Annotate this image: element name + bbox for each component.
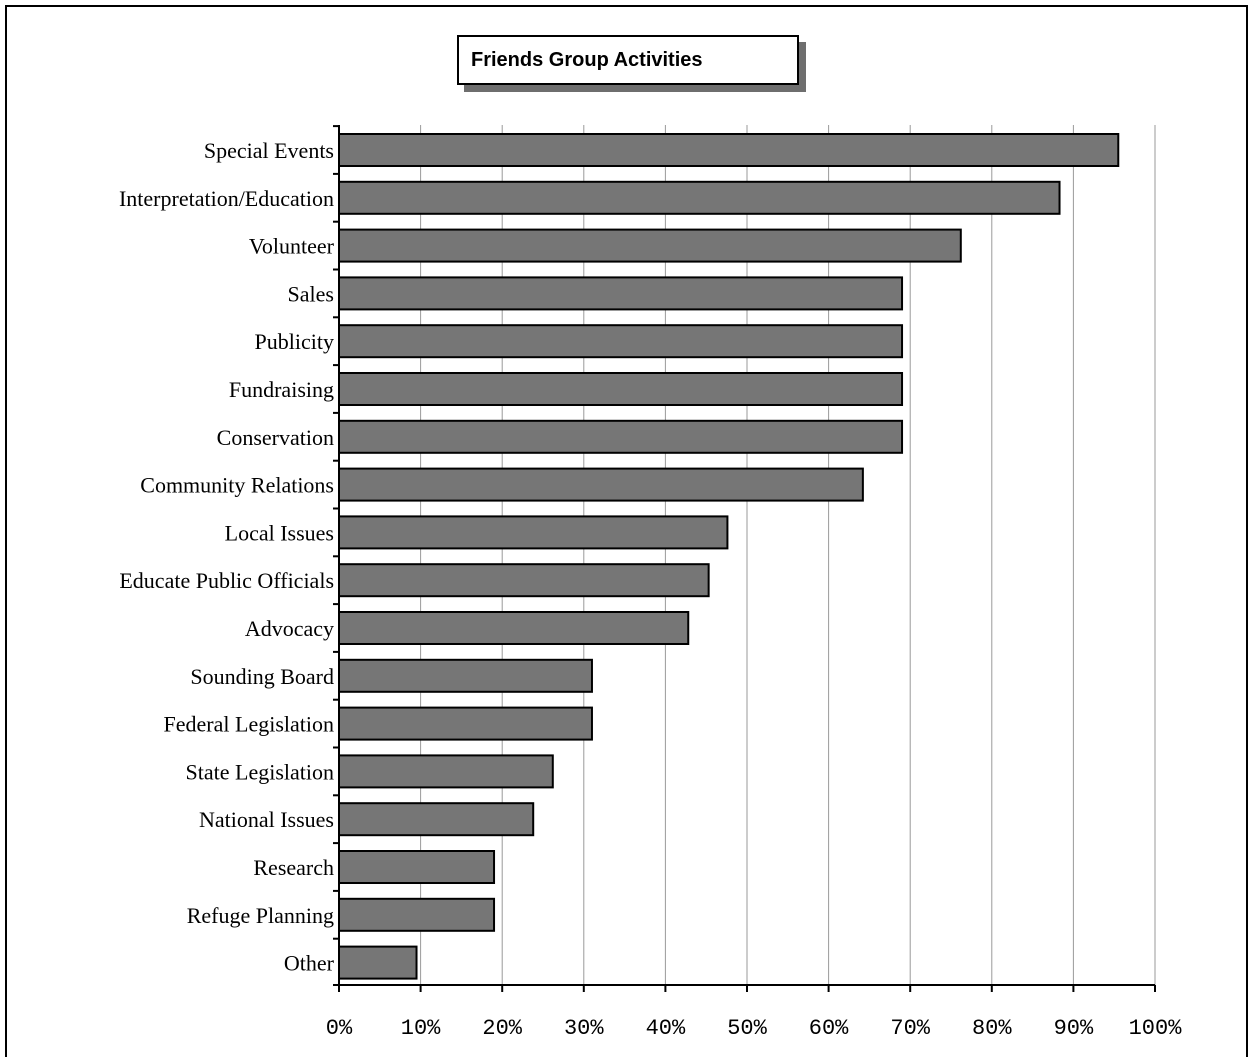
bar: [338, 372, 904, 406]
x-tick-label: 70%: [890, 1016, 930, 1041]
category-labels: Special Events Interpretation/Education Vo…: [119, 138, 335, 976]
category-label: Interpretation/Education: [119, 186, 334, 211]
category-label: Fundraising: [229, 377, 334, 402]
x-tick-label: 30%: [564, 1016, 604, 1041]
category-label: Sales: [288, 281, 334, 306]
bar: [338, 419, 904, 454]
bar: [338, 897, 496, 932]
bar: [338, 133, 1120, 167]
category-label: Sounding Board: [190, 664, 334, 689]
bar: [338, 611, 690, 645]
category-label: Federal Legislation: [164, 712, 334, 737]
bar: [338, 945, 418, 980]
bar: [338, 180, 1061, 215]
category-label: Refuge Planning: [187, 903, 334, 928]
category-label: Conservation: [217, 425, 334, 450]
bar: [338, 658, 593, 693]
bar: [338, 802, 535, 837]
category-label: Other: [284, 951, 335, 976]
category-label: Community Relations: [140, 473, 334, 498]
x-tick-label: 80%: [972, 1016, 1012, 1041]
category-label: Special Events: [204, 138, 334, 163]
chart-title: Friends Group Activities: [471, 48, 703, 71]
chart-title-box: Friends Group Activities: [457, 35, 799, 85]
category-label: Advocacy: [245, 616, 334, 641]
bar: [338, 563, 710, 598]
category-label: Volunteer: [249, 234, 335, 259]
bars: [338, 133, 1120, 980]
x-tick-label: 20%: [482, 1016, 522, 1041]
tick-labels: 0% 10% 20% 30% 40% 50% 60% 70% 80% 90% 100%: [326, 1016, 1182, 1041]
bar: [338, 706, 593, 741]
category-label: State Legislation: [186, 759, 334, 784]
category-label: Publicity: [255, 329, 334, 354]
bar: [338, 276, 904, 311]
x-tick-label: 10%: [401, 1016, 441, 1041]
x-tick-label: 50%: [727, 1016, 767, 1041]
category-label: National Issues: [199, 807, 334, 832]
bar: [338, 228, 962, 263]
bar: [338, 754, 554, 789]
bar: [338, 467, 864, 502]
bar: [338, 515, 729, 550]
x-tick-label: 40%: [646, 1016, 686, 1041]
axes: [333, 125, 1156, 992]
x-tick-label: 60%: [809, 1016, 849, 1041]
category-label: Local Issues: [225, 520, 334, 545]
grid-lines: [420, 125, 1156, 985]
x-tick-label: 100%: [1129, 1016, 1183, 1041]
bar: [338, 850, 496, 884]
x-tick-label: 0%: [326, 1016, 353, 1041]
x-tick-label: 90%: [1054, 1016, 1094, 1041]
category-label: Research: [253, 855, 334, 880]
category-label: Educate Public Officials: [119, 568, 334, 593]
bar: [338, 324, 904, 359]
chart-frame: [5, 5, 1248, 1057]
